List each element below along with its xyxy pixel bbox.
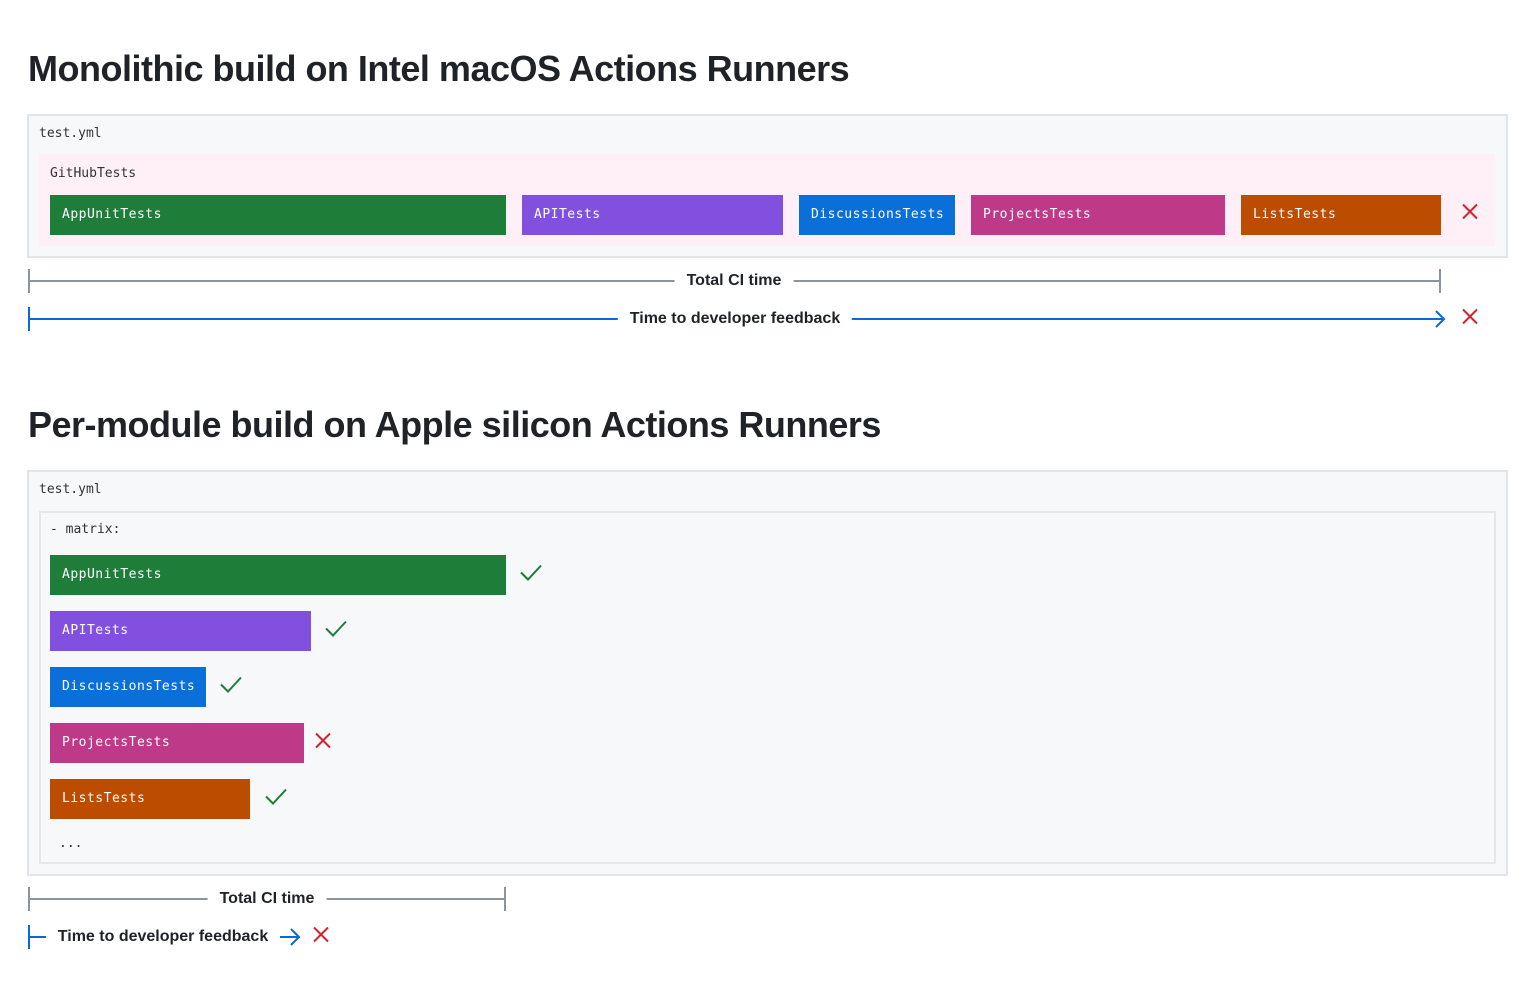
section2-feedback-arrow [28, 925, 301, 949]
section2-file-name: test.yml [39, 482, 102, 497]
check-icon [324, 620, 348, 643]
section1-title: Monolithic build on Intel macOS Actions … [28, 48, 850, 89]
section2-feedback-fail-x-icon [312, 926, 330, 949]
matrix-label: - matrix: [50, 522, 121, 537]
job-bar-projectstests: ProjectsTests [971, 195, 1225, 235]
ellipsis: ... [59, 836, 83, 851]
matrix-job-bar-discussionstests: DiscussionsTests [50, 667, 206, 707]
matrix-job-bar-apitests: APITests [50, 611, 311, 651]
group-name: GitHubTests [50, 166, 137, 181]
matrix-job-bar-liststests: ListsTests [50, 779, 250, 819]
section2-feedback-label: Time to developer feedback [57, 928, 269, 946]
section1-feedback-label: Time to developer feedback [617, 310, 853, 328]
section2-total-ci-label: Total CI time [207, 890, 327, 908]
job-bar-liststests: ListsTests [1241, 195, 1441, 235]
check-icon [519, 564, 543, 587]
fail-x-icon [314, 732, 332, 755]
matrix-job-bar-projectstests: ProjectsTests [50, 723, 304, 763]
job-bar-appunittests: AppUnitTests [50, 195, 506, 235]
check-icon [219, 676, 243, 699]
section2-title: Per-module build on Apple silicon Action… [28, 404, 881, 445]
check-icon [264, 788, 288, 811]
section1-total-ci-label: Total CI time [674, 272, 794, 290]
section1-file-name: test.yml [39, 126, 102, 141]
section1-feedback-fail-x-icon [1461, 308, 1479, 331]
matrix-job-bar-appunittests: AppUnitTests [50, 555, 506, 595]
job-bar-discussionstests: DiscussionsTests [799, 195, 955, 235]
group-fail-x-icon [1461, 203, 1479, 226]
job-bar-apitests: APITests [522, 195, 783, 235]
